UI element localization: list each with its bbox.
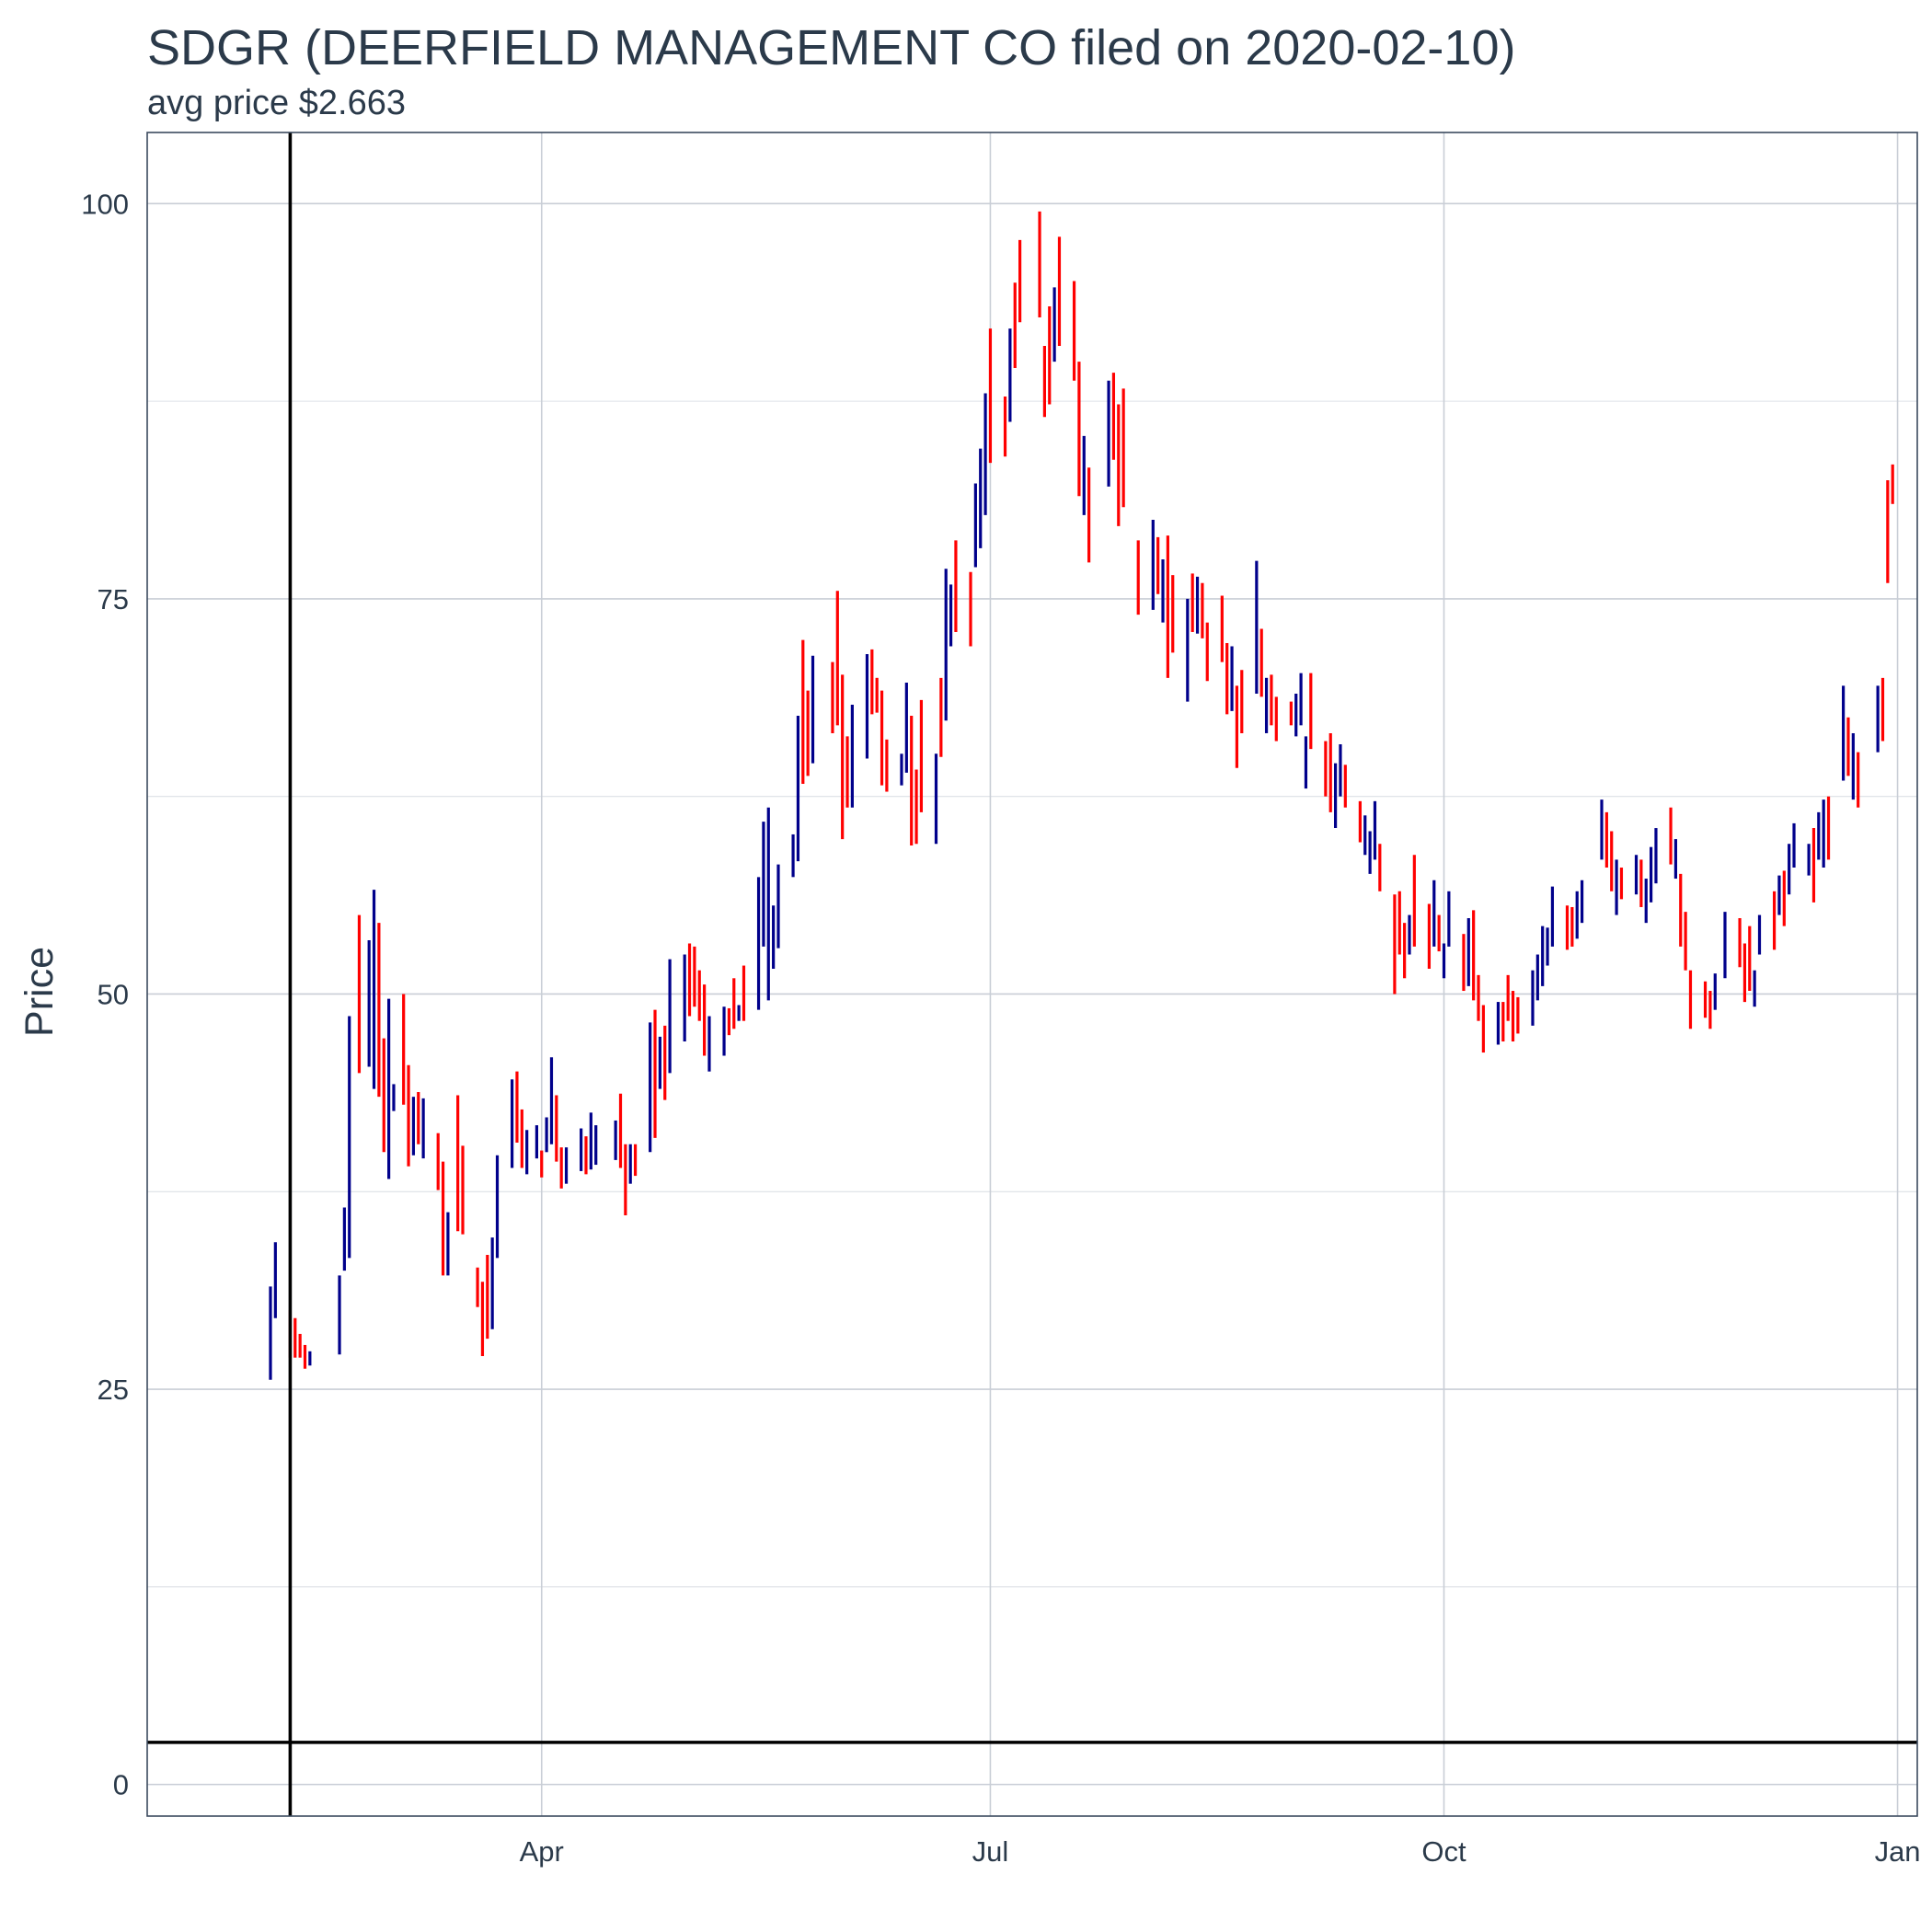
y-tick-label: 75 — [98, 583, 129, 615]
x-tick-label: Oct — [1421, 1835, 1466, 1868]
axis-ticks: 0 25 50 75 100 Apr Jul Oct Jan — [81, 188, 1920, 1868]
y-tick-label: 100 — [81, 188, 129, 220]
x-tick-label: Jul — [972, 1835, 1009, 1868]
x-tick-label: Jan — [1875, 1835, 1921, 1868]
y-tick-label: 25 — [98, 1374, 129, 1406]
y-axis-title: Price — [17, 947, 62, 1037]
chart-title: SDGR (DEERFIELD MANAGEMENT CO filed on 2… — [147, 20, 1515, 75]
price-bars — [269, 211, 1894, 1380]
chart-subtitle: avg price $2.663 — [147, 84, 406, 122]
reference-lines — [147, 132, 1917, 1816]
gridlines — [147, 132, 1917, 1816]
y-tick-label: 50 — [98, 978, 129, 1010]
plot-panel-border — [146, 132, 1918, 1817]
x-tick-label: Apr — [520, 1835, 564, 1868]
y-tick-label: 0 — [113, 1769, 129, 1801]
